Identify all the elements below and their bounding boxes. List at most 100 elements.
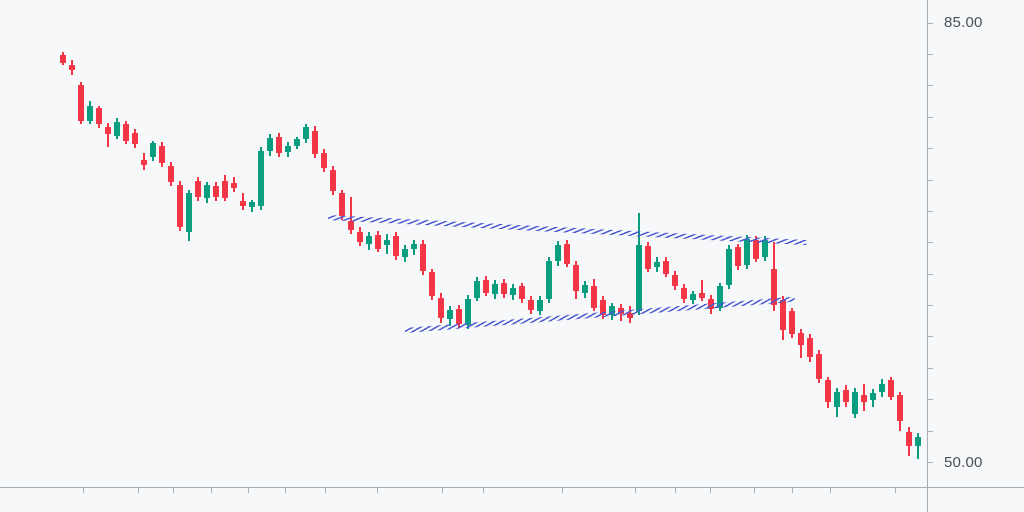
candle-down [860, 395, 868, 402]
candle-down [806, 337, 814, 357]
price-label-85: 85.00 [944, 14, 983, 32]
candle-wick [701, 280, 703, 302]
time-tick [325, 488, 326, 493]
candle-down [770, 268, 778, 306]
candle-up [869, 392, 877, 401]
candle-down [140, 159, 148, 165]
candle-down [167, 165, 175, 183]
time-tick [248, 488, 249, 493]
time-tick [635, 488, 636, 493]
candle-up [536, 300, 544, 312]
candle-up [491, 283, 499, 294]
candle-up [509, 287, 517, 296]
price-tick [928, 210, 933, 212]
candle-down [788, 311, 796, 334]
time-tick [483, 488, 484, 493]
candle-down [230, 183, 238, 189]
candle-down [59, 55, 67, 63]
candle-up [383, 239, 391, 245]
time-tick [173, 488, 174, 493]
candle-down [455, 308, 463, 324]
candle-down [779, 300, 787, 331]
price-tick [928, 336, 933, 338]
candle-down [437, 297, 445, 318]
candle-down [104, 126, 112, 135]
candle-up [401, 248, 409, 258]
candle-up [266, 138, 274, 151]
candle-down [824, 380, 832, 402]
candle-down [590, 286, 598, 308]
price-tick [928, 116, 933, 118]
candle-up [914, 436, 922, 446]
time-tick [710, 488, 711, 493]
candle-down [347, 221, 355, 230]
price-tick [928, 305, 933, 307]
candle-up [554, 244, 562, 262]
candle-down [122, 124, 130, 141]
candle-down [338, 193, 346, 216]
candle-down [563, 243, 571, 264]
candle-down [311, 130, 319, 155]
candle-down [176, 184, 184, 228]
candle-down [239, 200, 247, 206]
time-tick [830, 488, 831, 493]
candle-down [221, 180, 229, 199]
candle-down [275, 136, 283, 154]
candle-down [356, 232, 364, 243]
time-tick [562, 488, 563, 493]
time-tick [377, 488, 378, 493]
candle-up [833, 391, 841, 407]
candle-down [644, 246, 652, 269]
candle-down [797, 332, 805, 346]
candle-up [257, 150, 265, 206]
candle-down [671, 274, 679, 287]
candle-down [842, 390, 850, 402]
candle-up [365, 236, 373, 244]
price-tick [928, 273, 933, 275]
candle-down [752, 239, 760, 259]
candle-down [500, 282, 508, 294]
candle-down [77, 85, 85, 121]
candle-down [905, 431, 913, 446]
candle-up [149, 143, 157, 157]
candle-up [725, 248, 733, 286]
price-tick [928, 367, 933, 369]
price-tick [928, 242, 933, 244]
time-tick [285, 488, 286, 493]
candle-down [887, 380, 895, 397]
price-tick [928, 22, 933, 24]
candle-down [482, 280, 490, 293]
price-tick [928, 430, 933, 432]
candle-down [662, 261, 670, 274]
candle-down [572, 264, 580, 292]
candle-up [689, 293, 697, 301]
time-tick [138, 488, 139, 493]
time-tick [895, 488, 896, 493]
time-tick [792, 488, 793, 493]
candle-down [428, 272, 436, 297]
candle-up [113, 121, 121, 136]
candle-wick [917, 433, 919, 460]
candle-up [581, 285, 589, 293]
candle-up [446, 310, 454, 319]
price-tick [928, 399, 933, 401]
candle-up [284, 145, 292, 152]
candle-up [635, 244, 643, 312]
candle-down [194, 180, 202, 198]
candle-down [518, 286, 526, 299]
candle-down [68, 65, 76, 71]
candle-down [212, 185, 220, 198]
price-label-50: 50.00 [944, 453, 983, 471]
candle-down [131, 133, 139, 145]
candle-down [374, 234, 382, 249]
price-tick [928, 179, 933, 181]
candle-up [761, 239, 769, 258]
candle-down [419, 243, 427, 272]
candle-down [815, 354, 823, 380]
candle-up [185, 193, 193, 233]
candle-up [302, 126, 310, 140]
candle-down [329, 169, 337, 191]
candle-up [851, 391, 859, 415]
candle-down [158, 145, 166, 164]
